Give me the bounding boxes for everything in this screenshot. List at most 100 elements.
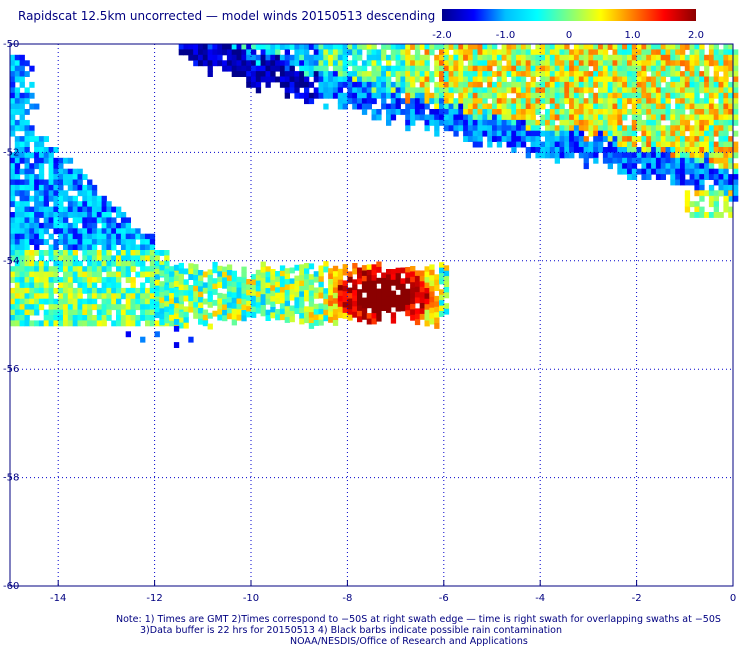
swath-cell xyxy=(588,44,594,50)
swath-cell xyxy=(67,212,74,218)
swath-cell xyxy=(636,92,642,99)
swath-cell xyxy=(202,44,209,50)
swath-cell xyxy=(251,54,257,61)
swath-cell xyxy=(14,141,21,148)
swath-cell xyxy=(43,136,49,142)
swath-cell xyxy=(299,54,305,61)
swath-cell xyxy=(386,307,392,313)
swath-cell xyxy=(352,76,358,83)
swath-cell xyxy=(342,92,348,99)
swath-cell xyxy=(87,304,93,311)
swath-cell xyxy=(29,81,35,88)
swath-cell xyxy=(467,65,474,72)
swath-cell xyxy=(694,212,700,218)
swath-cell xyxy=(463,92,469,99)
swath-cell xyxy=(506,98,512,105)
swath-cell xyxy=(395,267,401,274)
swath-cell xyxy=(347,60,353,67)
swath-cell xyxy=(482,130,488,137)
swath-cell xyxy=(342,280,348,287)
swath-cell xyxy=(381,81,387,88)
swath-cell xyxy=(602,147,609,153)
swath-cell xyxy=(501,44,507,50)
swath-cell xyxy=(728,125,734,132)
swath-cell xyxy=(612,130,618,137)
swath-cell xyxy=(405,44,411,50)
note-line-3: NOAA/NESDIS/Office of Research and Appli… xyxy=(290,636,528,647)
swath-cell xyxy=(308,323,315,329)
swath-cell xyxy=(332,81,339,88)
swath-cell xyxy=(699,125,705,132)
swath-cell xyxy=(91,255,98,262)
swath-cell xyxy=(641,92,647,99)
swath-cell xyxy=(607,163,613,170)
swath-cell xyxy=(178,262,184,269)
swath-cell xyxy=(260,272,266,279)
swath-cell xyxy=(164,268,170,275)
swath-cell xyxy=(670,125,676,132)
swath-cell xyxy=(733,168,739,175)
swath-cell xyxy=(260,44,266,50)
swath-cell xyxy=(270,279,276,286)
swath-cell xyxy=(226,313,233,320)
swath-cell xyxy=(598,87,604,94)
swath-cell xyxy=(472,141,478,148)
swath-cell xyxy=(723,65,729,72)
swath-cell xyxy=(463,114,469,121)
swath-cell xyxy=(443,98,450,105)
swath-cell xyxy=(63,298,69,305)
swath-cell xyxy=(96,287,103,294)
swath-cell xyxy=(395,284,401,290)
swath-cell xyxy=(82,201,88,208)
swath-cell xyxy=(434,279,440,286)
swath-cell xyxy=(14,228,21,235)
swath-cell xyxy=(34,293,40,300)
swath-cell xyxy=(713,114,719,121)
swath-cell xyxy=(641,136,647,142)
swath-cell xyxy=(222,266,228,273)
swath-cell xyxy=(728,157,734,164)
swath-cell xyxy=(77,298,83,305)
swath-cell xyxy=(453,65,459,72)
swath-cell xyxy=(241,54,247,61)
swath-cell xyxy=(284,295,290,302)
swath-cell xyxy=(323,103,329,110)
swath-cell xyxy=(342,54,348,61)
swath-cell xyxy=(58,282,64,289)
swath-cell xyxy=(159,319,165,325)
swath-cell xyxy=(733,71,739,77)
swath-cell xyxy=(559,103,565,110)
swath-cell xyxy=(612,98,618,105)
swath-cell xyxy=(313,54,319,61)
swath-cell xyxy=(511,125,517,132)
swath-cell xyxy=(684,206,691,213)
swath-cell xyxy=(14,282,21,289)
swath-cell xyxy=(38,168,45,175)
swath-cell xyxy=(270,65,276,72)
swath-cell xyxy=(58,304,64,311)
swath-cell xyxy=(14,98,21,105)
swath-cell xyxy=(87,309,93,316)
swath-cell xyxy=(708,157,715,164)
swath-cell xyxy=(207,65,213,72)
swath-cell xyxy=(675,157,681,164)
swath-cell xyxy=(337,76,344,83)
swath-cell xyxy=(116,239,122,245)
swath-cell xyxy=(24,244,30,251)
swath-cell xyxy=(472,92,478,99)
swath-cell xyxy=(10,233,16,240)
swath-cell xyxy=(29,206,35,213)
swath-cell xyxy=(145,255,151,262)
swath-cell xyxy=(173,271,180,278)
swath-cell xyxy=(101,206,107,213)
swath-cell xyxy=(19,271,25,278)
swath-cell xyxy=(284,49,290,56)
swath-cell xyxy=(395,278,401,285)
swath-cell xyxy=(63,157,69,164)
swath-cell xyxy=(251,274,257,280)
swath-cell xyxy=(684,152,691,159)
swath-cell xyxy=(275,76,281,83)
swath-cell xyxy=(19,157,25,164)
swath-cell xyxy=(19,179,25,186)
swath-cell xyxy=(458,119,464,126)
